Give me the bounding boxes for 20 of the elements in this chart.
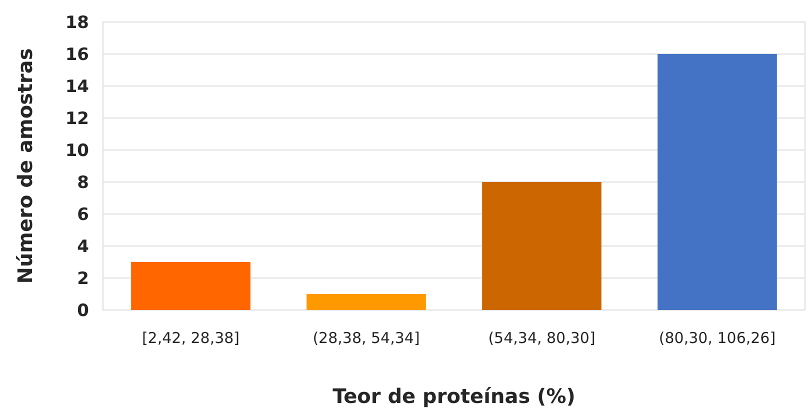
bar (482, 182, 602, 310)
y-tick-label: 10 (65, 140, 90, 161)
bar (658, 54, 777, 310)
bar (131, 262, 250, 310)
y-tick-label: 2 (77, 268, 89, 289)
y-tick-label: 4 (77, 236, 90, 257)
y-tick-label: 8 (77, 172, 89, 193)
x-tick-label: (28,38, 54,34] (312, 329, 420, 347)
x-tick-label: [2,42, 28,38] (142, 329, 240, 347)
y-tick-label: 12 (65, 108, 89, 129)
y-tick-label: 18 (65, 12, 89, 33)
y-tick-label: 16 (65, 44, 89, 65)
y-tick-label: 6 (77, 204, 89, 225)
y-tick-label: 0 (77, 300, 90, 321)
x-tick-label: (80,30, 106,26] (658, 329, 776, 347)
x-axis-title: Teor de proteínas (%) (332, 384, 576, 408)
y-tick-label: 14 (65, 76, 90, 97)
y-axis-title: Número de amostras (13, 48, 37, 284)
bar (306, 294, 426, 310)
x-tick-label: (54,34, 80,30] (488, 329, 596, 347)
